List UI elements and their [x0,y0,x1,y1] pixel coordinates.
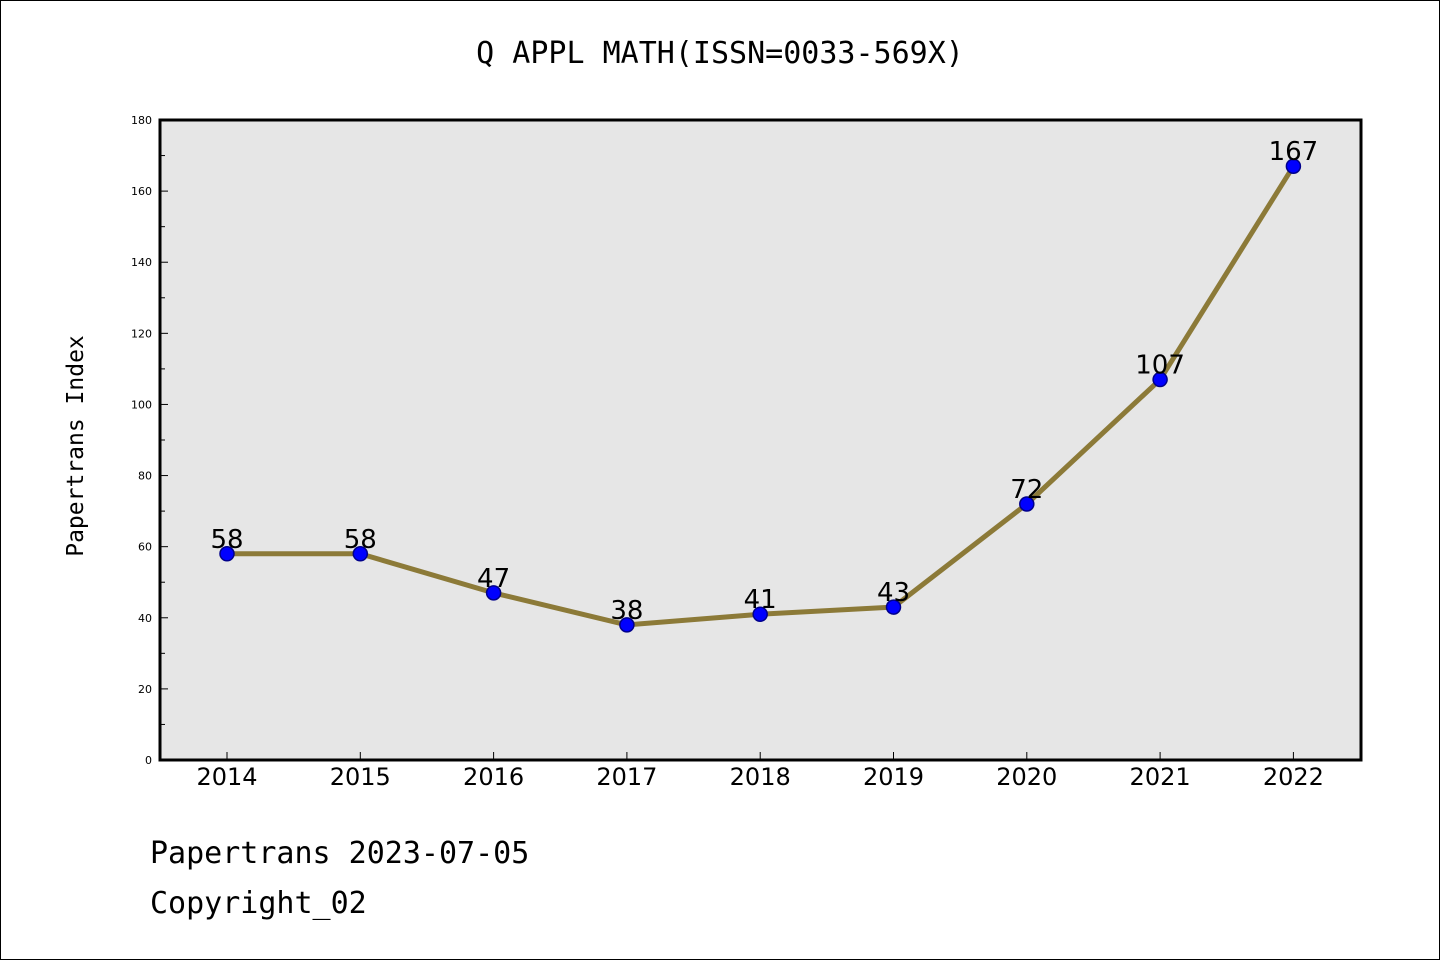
data-point-marker [485,585,502,601]
y-tick-label: 0 [145,754,152,767]
plot-background [160,120,1361,760]
y-tick-label: 160 [131,185,152,198]
x-tick-label: 2019 [863,763,924,791]
data-point-marker [352,546,369,562]
footer-date-text: Papertrans 2023-07-05 [150,836,530,871]
x-tick-label: 2017 [596,763,657,791]
y-tick-label: 180 [131,114,152,127]
y-tick-label: 140 [131,256,152,269]
data-point-marker [752,606,768,622]
data-label: 72 [1010,475,1043,505]
x-tick-label: 2021 [1130,763,1191,791]
x-tick-label: 2018 [730,763,791,791]
data-label: 43 [877,578,910,608]
x-tick-label: 2022 [1263,763,1324,791]
chart-title: Q APPL MATH(ISSN=0033-569X) [476,36,964,71]
data-point-marker [885,599,902,615]
data-label: 47 [477,564,510,594]
data-label: 58 [210,525,243,555]
y-tick-label: 120 [131,327,152,340]
data-point-marker [1019,496,1035,512]
y-tick-label: 40 [138,612,152,625]
plot-border [158,118,1363,762]
data-point-marker [1152,371,1168,388]
data-label: 58 [344,525,377,555]
x-tick-label: 2020 [996,763,1057,791]
x-tick-label: 2014 [196,763,257,791]
y-tick-label: 100 [131,398,152,411]
data-label: 107 [1135,351,1185,381]
x-tick-label: 2016 [463,763,524,791]
data-label: 41 [744,585,777,615]
data-point-marker [219,546,235,562]
footer-copyright-text: Copyright_02 [150,886,367,921]
y-tick-label: 60 [138,541,152,554]
data-point-marker [619,617,635,633]
data-point-marker [1285,158,1302,174]
x-tick-label: 2015 [330,763,391,791]
y-tick-label: 20 [138,683,152,696]
data-label: 167 [1269,137,1319,167]
data-label: 38 [610,596,643,626]
y-tick-label: 80 [138,470,152,483]
